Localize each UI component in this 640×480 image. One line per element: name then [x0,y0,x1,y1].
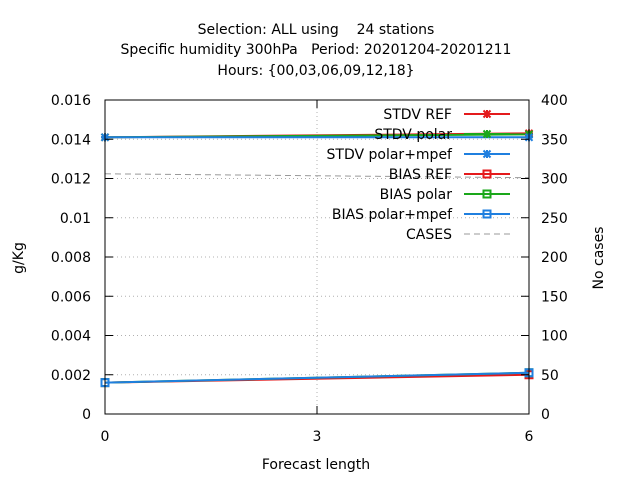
axes: 0 0.002 0.004 0.006 0.008 0.01 0.012 0.014 0.016… [51,93,568,445]
y2-tick-label: 0 [541,407,550,423]
y-tick-label: 0.012 [51,172,91,188]
legend-marker [482,169,492,179]
legend: STDV REF STDV polar STDV polar+mpef BIAS RE… [327,107,510,243]
legend-label: BIAS polar+mpef [332,207,453,223]
y-tick-label: 0.004 [51,329,91,345]
legend-marker [482,209,492,219]
y2-tick-label: 300 [541,172,568,188]
y2-tick-label: 100 [541,329,568,345]
y-tick-label: 0.008 [51,250,91,266]
x-tick-label: 0 [101,429,110,445]
y-axis-label: g/Kg [11,242,27,274]
legend-label: BIAS REF [389,167,452,183]
series-line-5 [104,371,530,384]
y2-tick-label: 350 [541,132,568,148]
legend-label: STDV REF [383,107,452,123]
y-tick-label: 0.002 [51,368,91,384]
x-tick-label: 3 [313,429,322,445]
y-tick-label: 0.006 [51,289,91,305]
series-line-6 [104,173,530,179]
legend-label: BIAS polar [380,187,453,203]
y2-tick-label: 400 [541,93,568,109]
plot-area [100,129,534,388]
x-tick-label: 6 [525,429,534,445]
plot-frame [104,99,530,415]
legend-marker [482,109,492,119]
grid [105,100,529,414]
y2-tick-label: 150 [541,289,568,305]
x-axis-label: Forecast length [262,457,370,473]
y-tick-label: 0.016 [51,93,91,109]
title-line: Selection: ALL using 24 stations [198,22,435,38]
legend-marker [482,129,492,139]
legend-marker [482,149,492,159]
legend-marker [482,189,492,199]
y-tick-label: 0 [82,407,91,423]
title-line: Specific humidity 300hPa Period: 2020120… [121,42,512,58]
legend-label: CASES [406,227,452,243]
chart-title: Selection: ALL using 24 stations Specific… [121,22,512,79]
y2-axis-label: No cases [591,227,607,290]
legend-label: STDV polar+mpef [327,147,454,163]
legend-label: STDV polar [374,127,452,143]
y2-tick-label: 50 [541,368,559,384]
title-line: Hours: {00,03,06,09,12,18} [217,63,414,79]
y2-tick-label: 200 [541,250,568,266]
y2-tick-label: 250 [541,211,568,227]
y-tick-label: 0.01 [60,211,91,227]
y-tick-label: 0.014 [51,132,91,148]
